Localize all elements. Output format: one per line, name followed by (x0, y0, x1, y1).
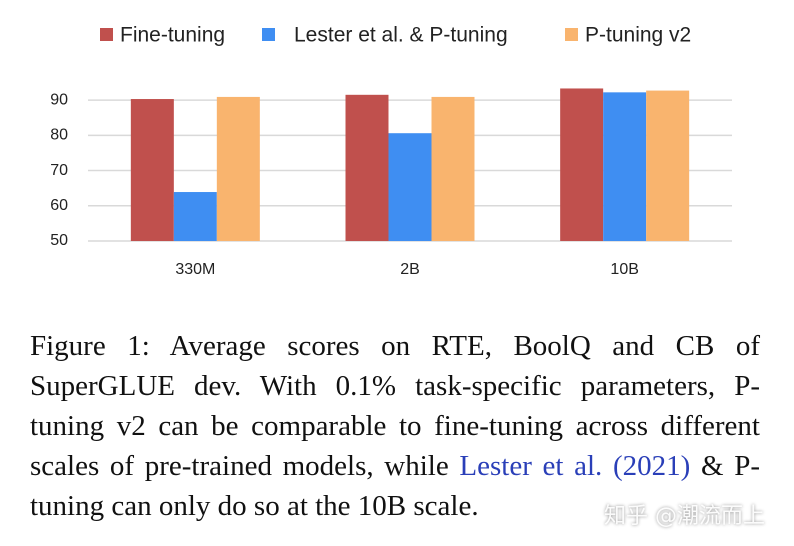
legend-label: P-tuning v2 (585, 24, 691, 47)
citation-link[interactable]: Lester et al. (2021) (459, 450, 691, 482)
legend-swatch (565, 28, 578, 41)
x-tick-label: 330M (175, 261, 215, 278)
caption-text: Figure 1: Average scores on RTE, BoolQ a… (30, 330, 760, 482)
caption: Figure 1: Average scores on RTE, BoolQ a… (30, 326, 760, 526)
bar (130, 99, 174, 241)
legend-swatch (100, 28, 113, 41)
chart: 50 60 70 80 90 Fine-tuning Lester et al. & P-t… (50, 24, 732, 278)
bar (560, 88, 604, 241)
legend-swatch (262, 28, 275, 41)
bar (216, 96, 260, 241)
bar (388, 133, 432, 241)
legend-label: Lester et al. & P-tuning (294, 24, 508, 47)
y-tick-label: 60 (50, 197, 68, 214)
bar (431, 96, 475, 241)
legend-label: Fine-tuning (120, 24, 225, 47)
y-tick-label: 70 (50, 162, 68, 179)
bar (173, 192, 217, 241)
bar (646, 90, 690, 241)
y-tick-label: 90 (50, 91, 68, 108)
x-tick-label: 10B (610, 261, 638, 278)
caption-text: & P-tuning can only do so at the 10B sca… (30, 450, 760, 522)
bar (603, 92, 647, 241)
y-tick-label: 50 (50, 232, 68, 249)
y-tick-label: 80 (50, 127, 68, 144)
x-tick-label: 2B (400, 261, 420, 278)
watermark: 知乎 @潮流而上 (604, 504, 765, 529)
bar (345, 94, 389, 241)
